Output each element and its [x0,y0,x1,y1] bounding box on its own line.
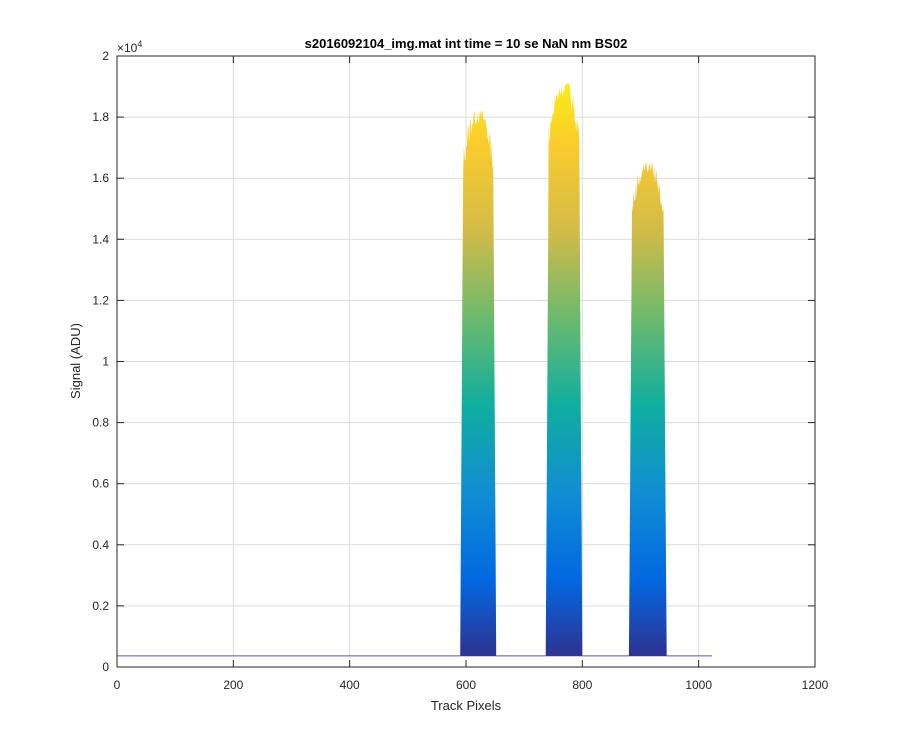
peak-area [544,83,584,657]
y-axis-label: Signal (ADU) [68,323,83,399]
x-tick-label: 0 [114,678,121,692]
y-tick-label: 1 [102,355,109,369]
peaks-layer [117,83,713,667]
x-tick-labels: 0 200 400 600 800 1000 1200 [114,678,829,692]
peak-area [459,111,498,657]
y-tick-label: 1.6 [92,171,109,185]
chart-title: s2016092104_img.mat int time = 10 se NaN… [305,36,628,51]
x-tick-label: 200 [223,678,243,692]
y-tick-label: 1.4 [92,232,109,246]
x-tick-label: 800 [572,678,592,692]
y-tick-label: 0.6 [92,477,109,491]
axes [116,55,816,668]
y-tick-label: 1.2 [92,293,109,307]
y-exponent-power: 4 [137,39,142,49]
y-exponent: ×104 [117,39,142,55]
x-tick-label: 400 [340,678,360,692]
y-tick-label: 0.2 [92,599,109,613]
y-tick-label: 0 [102,660,109,674]
y-tick-label: 2 [102,49,109,63]
y-tick-label: 1.8 [92,110,109,124]
peak-area [627,162,668,657]
y-tick-labels: 0 0.2 0.4 0.6 0.8 1 1.2 1.4 1.6 1.8 2 [92,49,109,674]
y-tick-label: 0.8 [92,416,109,430]
y-exponent-base: ×10 [117,41,138,55]
x-tick-label: 1000 [685,678,712,692]
baseline-fill [117,656,713,667]
x-tick-label: 600 [456,678,476,692]
y-tick-label: 0.4 [92,538,109,552]
x-tick-label: 1200 [802,678,829,692]
x-axis-label: Track Pixels [431,698,502,713]
